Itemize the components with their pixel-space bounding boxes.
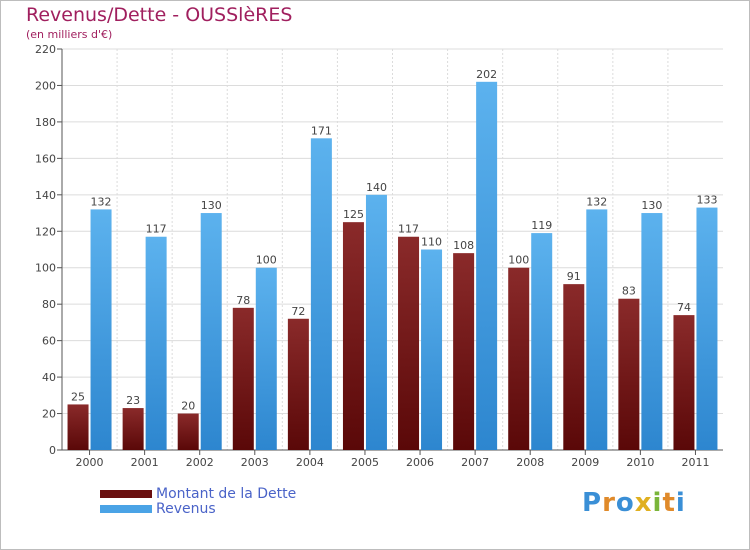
legend-label-revenue: Revenus — [156, 501, 216, 517]
y-tick-label: 0 — [49, 444, 56, 457]
y-tick-label: 20 — [42, 408, 56, 421]
data-label-debt: 108 — [453, 239, 474, 252]
data-label-revenue: 133 — [696, 194, 717, 207]
data-label-debt: 100 — [508, 254, 529, 267]
data-label-revenue: 130 — [641, 199, 662, 212]
legend-swatch-debt — [100, 490, 152, 498]
x-tick-label: 2005 — [351, 456, 379, 469]
chart-title: Revenus/Dette - OUSSlèRES — [26, 4, 293, 26]
legend-item-debt: Montant de la Dette — [100, 486, 296, 502]
logo-letter: x — [634, 488, 653, 518]
y-tick-label: 80 — [42, 298, 56, 311]
data-label-revenue: 100 — [256, 254, 277, 267]
data-label-revenue: 132 — [91, 195, 112, 208]
x-tick-label: 2010 — [626, 456, 654, 469]
data-label-revenue: 130 — [201, 199, 222, 212]
y-tick-label: 220 — [35, 43, 56, 56]
bar-revenue — [145, 236, 167, 450]
logo-letter: r — [602, 488, 616, 518]
y-tick-label: 60 — [42, 335, 56, 348]
data-label-revenue: 110 — [421, 236, 442, 249]
y-tick-label: 180 — [35, 116, 56, 129]
data-label-debt: 117 — [398, 223, 419, 236]
data-label-revenue: 132 — [586, 195, 607, 208]
legend-item-revenue: Revenus — [100, 501, 216, 517]
data-label-revenue: 171 — [311, 124, 332, 137]
x-tick-label: 2000 — [76, 456, 104, 469]
bar-debt — [177, 413, 199, 450]
proxiti-logo: Proxiti — [582, 488, 686, 518]
x-tick-label: 2003 — [241, 456, 269, 469]
grid-lines — [62, 48, 723, 450]
bar-debt — [122, 408, 144, 450]
bar-revenue — [200, 213, 222, 450]
chart-subtitle: (en milliers d'€) — [26, 28, 113, 41]
data-label-debt: 83 — [622, 285, 636, 298]
data-label-debt: 78 — [236, 294, 250, 307]
bar-revenue — [255, 267, 277, 450]
y-tick-label: 140 — [35, 189, 56, 202]
x-tick-label: 2004 — [296, 456, 324, 469]
bar-revenue — [641, 213, 663, 450]
x-tick-label: 2006 — [406, 456, 434, 469]
y-tick-label: 200 — [35, 79, 56, 92]
bar-debt — [232, 307, 254, 450]
data-label-revenue: 119 — [531, 219, 552, 232]
bar-revenue — [586, 209, 608, 450]
bar-debt — [453, 253, 475, 450]
x-tick-label: 2011 — [681, 456, 709, 469]
x-tick-label: 2002 — [186, 456, 214, 469]
bar-debt — [673, 315, 695, 450]
y-tick-label: 120 — [35, 225, 56, 238]
logo-letter: P — [582, 488, 603, 518]
data-label-debt: 91 — [567, 270, 581, 283]
data-label-debt: 23 — [126, 394, 140, 407]
bar-revenue — [421, 249, 443, 450]
bar-revenue — [310, 138, 332, 450]
bar-debt — [618, 298, 640, 450]
data-label-revenue: 140 — [366, 181, 387, 194]
logo-letter: o — [615, 488, 635, 518]
data-label-debt: 20 — [181, 400, 195, 413]
data-label-debt: 125 — [343, 208, 364, 221]
bar-revenue — [365, 194, 387, 450]
x-tick-label: 2009 — [571, 456, 599, 469]
bar-debt — [563, 284, 585, 450]
bar-debt — [508, 267, 530, 450]
data-label-revenue: 117 — [146, 223, 167, 236]
logo-letter: i — [675, 488, 686, 518]
logo-letter: i — [652, 488, 663, 518]
x-tick-label: 2007 — [461, 456, 489, 469]
data-label-debt: 74 — [677, 301, 691, 314]
bar-revenue — [531, 233, 553, 450]
y-tick-label: 100 — [35, 262, 56, 275]
data-label-debt: 72 — [291, 305, 305, 318]
logo-letter: t — [662, 488, 676, 518]
data-label-revenue: 202 — [476, 68, 497, 81]
legend-label-debt: Montant de la Dette — [156, 486, 297, 502]
x-tick-label: 2008 — [516, 456, 544, 469]
legend-swatch-revenue — [100, 505, 152, 513]
bar-revenue — [90, 209, 112, 450]
bar-debt — [398, 236, 420, 450]
bar-debt — [287, 318, 309, 450]
y-tick-label: 160 — [35, 152, 56, 165]
y-tick-label: 40 — [42, 371, 56, 384]
bar-debt — [342, 222, 364, 450]
bar-revenue — [476, 81, 498, 451]
bar-revenue — [696, 207, 718, 450]
bars — [67, 81, 718, 451]
x-tick-label: 2001 — [131, 456, 159, 469]
bar-debt — [67, 404, 89, 450]
data-label-debt: 25 — [71, 390, 85, 403]
